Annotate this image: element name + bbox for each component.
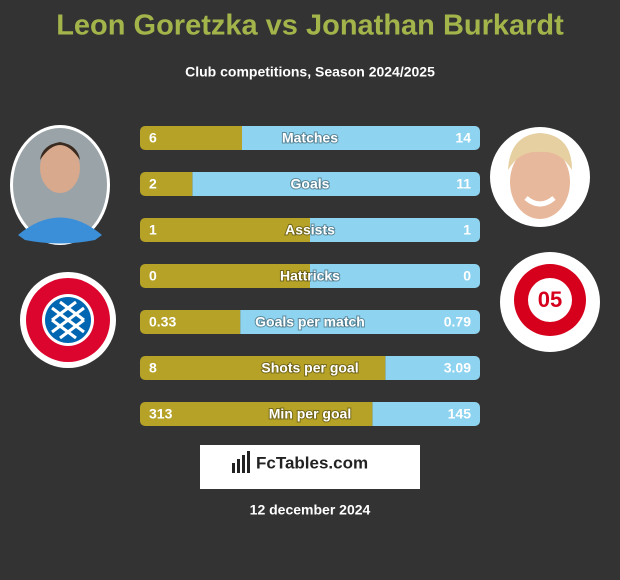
right-bar bbox=[192, 172, 480, 196]
left-bar bbox=[140, 402, 373, 426]
row-label: Matches bbox=[282, 130, 338, 146]
right-value: 0 bbox=[463, 268, 471, 284]
row-label: Hattricks bbox=[280, 268, 340, 284]
left-bar bbox=[140, 264, 310, 288]
left-bar bbox=[140, 218, 310, 242]
row bbox=[140, 218, 480, 242]
brand-box bbox=[200, 445, 420, 489]
right-value: 145 bbox=[448, 406, 472, 422]
right-value: 11 bbox=[456, 176, 471, 192]
left-bar bbox=[140, 172, 193, 196]
right-player-photo bbox=[490, 127, 590, 227]
row bbox=[140, 356, 480, 380]
left-value: 0.33 bbox=[149, 314, 176, 330]
left-value: 313 bbox=[149, 406, 173, 422]
row-label: Shots per goal bbox=[261, 360, 358, 376]
right-value: 3.09 bbox=[444, 360, 471, 376]
right-bar bbox=[310, 218, 480, 242]
right-value: 1 bbox=[463, 222, 471, 238]
left-value: 6 bbox=[149, 130, 157, 146]
row-label: Assists bbox=[285, 222, 335, 238]
left-value: 0 bbox=[149, 268, 157, 284]
right-bar bbox=[242, 126, 480, 150]
right-bar bbox=[372, 402, 480, 426]
date: 12 december 2024 bbox=[250, 502, 371, 518]
left-bar bbox=[140, 356, 386, 380]
left-club-logo bbox=[20, 272, 116, 368]
title: Leon Goretzka vs Jonathan Burkardt bbox=[56, 10, 564, 42]
row bbox=[140, 310, 480, 334]
left-bar bbox=[140, 310, 241, 334]
brand: FcTables.com bbox=[256, 453, 368, 472]
row bbox=[140, 172, 480, 196]
left-player-photo bbox=[10, 125, 110, 245]
left-value: 1 bbox=[149, 222, 157, 238]
left-bar bbox=[140, 126, 242, 150]
row-label: Min per goal bbox=[269, 406, 351, 422]
right-bar bbox=[240, 310, 480, 334]
right-club-logo: 05 bbox=[500, 252, 600, 352]
row-label: Goals bbox=[291, 176, 330, 192]
row-label: Goals per match bbox=[255, 314, 365, 330]
subtitle: Club competitions, Season 2024/2025 bbox=[185, 64, 435, 80]
svg-text:05: 05 bbox=[538, 287, 562, 312]
row bbox=[140, 126, 480, 150]
row bbox=[140, 402, 480, 426]
right-bar bbox=[310, 264, 480, 288]
brand-icon bbox=[232, 451, 250, 473]
left-value: 8 bbox=[149, 360, 157, 376]
right-bar bbox=[385, 356, 480, 380]
right-value: 0.79 bbox=[444, 314, 471, 330]
row bbox=[140, 264, 480, 288]
right-value: 14 bbox=[455, 130, 471, 146]
left-value: 2 bbox=[149, 176, 157, 192]
